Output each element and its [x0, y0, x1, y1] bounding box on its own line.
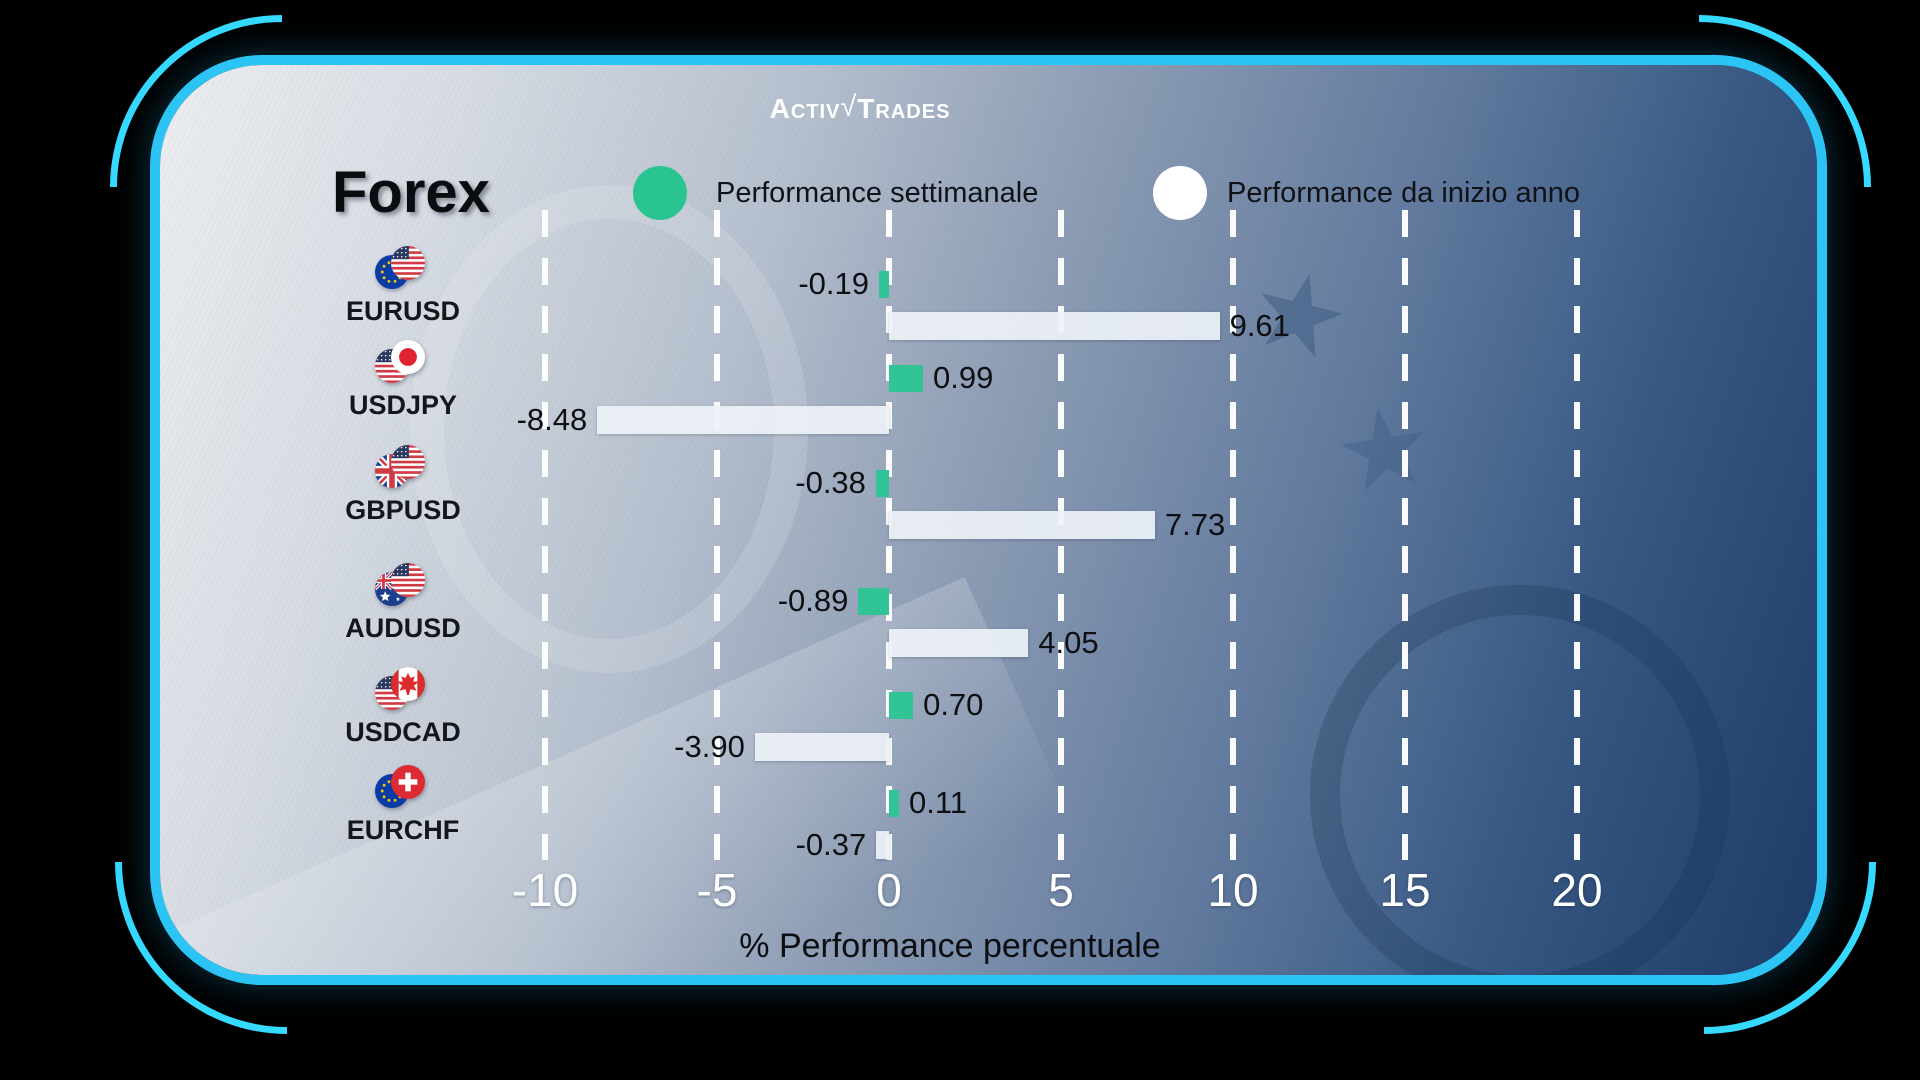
- x-tick-label: 20: [1551, 864, 1603, 916]
- pair-label: USDJPY: [348, 390, 458, 420]
- pair-label: AUDUSD: [345, 613, 461, 643]
- value-label: 0.99: [933, 360, 994, 395]
- gridline: [1230, 210, 1236, 860]
- pair-label: USDCAD: [345, 717, 461, 747]
- activtrades-logo: Activ√Trades: [720, 91, 1000, 126]
- ytd-bar-gbpusd: [889, 511, 1155, 539]
- value-label: -0.89: [777, 583, 849, 618]
- flag-pair-eurchf: [375, 765, 425, 808]
- gridline: [1402, 210, 1408, 860]
- infographic-card: ★ ★ Activ√Trades Forex Performance setti…: [150, 55, 1827, 985]
- weekly-bar-usdcad: [889, 691, 914, 719]
- flag-jp-icon: [391, 340, 425, 374]
- x-tick-label: 15: [1379, 864, 1431, 916]
- chart-area: -10 -5 0 5 10 15 20 EURUSD -0.19 9.61 USDJPY 0.99 -8…: [160, 65, 1817, 975]
- flag-pair-eurusd: [375, 246, 425, 289]
- flag-pair-audusd: [375, 563, 425, 606]
- x-tick-label: 10: [1207, 864, 1259, 916]
- ytd-bar-eurusd: [889, 312, 1220, 340]
- weekly-bar-eurchf: [889, 789, 899, 817]
- flag-ch-icon: [391, 765, 425, 799]
- weekly-bar-usdjpy: [889, 364, 924, 392]
- flag-us-icon: [391, 445, 425, 479]
- flag-pair-usdcad: [375, 667, 425, 710]
- x-axis-title: % Performance percentuale: [739, 927, 1161, 965]
- weekly-bar-audusd: [858, 587, 889, 615]
- flag-pair-gbpusd: [375, 445, 425, 488]
- pair-label: EURUSD: [345, 296, 460, 326]
- ytd-bar-usdjpy: [597, 406, 889, 434]
- x-tick-label: -5: [696, 864, 738, 916]
- value-label: -0.38: [795, 465, 866, 500]
- ytd-bar-audusd: [889, 629, 1029, 657]
- logo-activ: Activ: [769, 93, 841, 124]
- ytd-bar-usdcad: [754, 733, 889, 761]
- logo-radical-icon: √: [840, 91, 858, 123]
- value-label: -0.37: [795, 827, 867, 862]
- value-label: 0.70: [923, 687, 984, 722]
- page-title: Forex: [332, 160, 490, 225]
- legend-ytd-swatch: [1153, 166, 1207, 220]
- value-label: 7.73: [1164, 507, 1226, 542]
- flag-us-icon: [391, 563, 425, 597]
- value-label: 9.61: [1229, 308, 1290, 343]
- legend-ytd-label: Performance da inizio anno: [1227, 177, 1581, 209]
- logo-trades: Trades: [857, 93, 951, 124]
- gridline: [1574, 210, 1580, 860]
- pair-label: EURCHF: [346, 815, 460, 845]
- value-label: -0.19: [798, 266, 869, 301]
- x-tick-label: 0: [876, 864, 902, 916]
- gridline: [714, 210, 720, 860]
- value-label: -3.90: [674, 729, 745, 764]
- value-label: -8.48: [516, 402, 588, 437]
- value-label: 4.05: [1038, 625, 1099, 660]
- weekly-bar-eurusd: [879, 270, 889, 298]
- flag-ca-icon: [391, 667, 425, 701]
- legend-weekly-label: Performance settimanale: [716, 177, 1039, 209]
- legend-weekly-swatch: [633, 166, 687, 220]
- x-tick-label: -10: [511, 864, 579, 916]
- flag-pair-usdjpy: [375, 340, 425, 383]
- pair-label: GBPUSD: [345, 495, 461, 525]
- gridline: [542, 210, 548, 860]
- value-label: 0.11: [909, 785, 968, 820]
- x-tick-label: 5: [1048, 864, 1074, 916]
- weekly-bar-gbpusd: [875, 469, 889, 497]
- ytd-bar-eurchf: [876, 831, 889, 859]
- flag-us-icon: [391, 246, 425, 280]
